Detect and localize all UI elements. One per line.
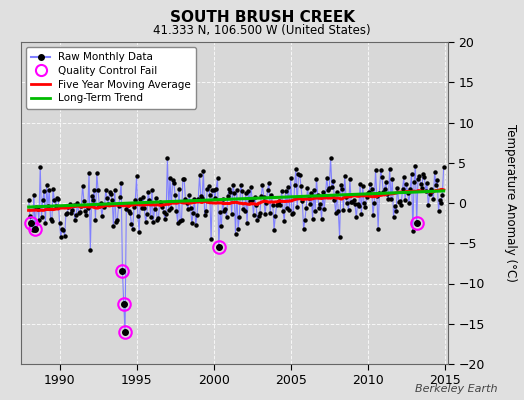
Text: Berkeley Earth: Berkeley Earth [416, 384, 498, 394]
Y-axis label: Temperature Anomaly (°C): Temperature Anomaly (°C) [504, 124, 517, 282]
Legend: Raw Monthly Data, Quality Control Fail, Five Year Moving Average, Long-Term Tren: Raw Monthly Data, Quality Control Fail, … [26, 47, 196, 108]
Text: SOUTH BRUSH CREEK: SOUTH BRUSH CREEK [169, 10, 355, 25]
Text: 41.333 N, 106.500 W (United States): 41.333 N, 106.500 W (United States) [153, 24, 371, 37]
